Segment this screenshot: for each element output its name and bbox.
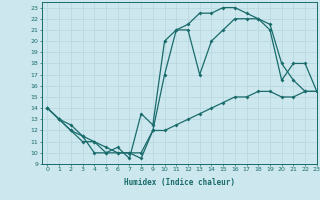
X-axis label: Humidex (Indice chaleur): Humidex (Indice chaleur) [124,178,235,187]
